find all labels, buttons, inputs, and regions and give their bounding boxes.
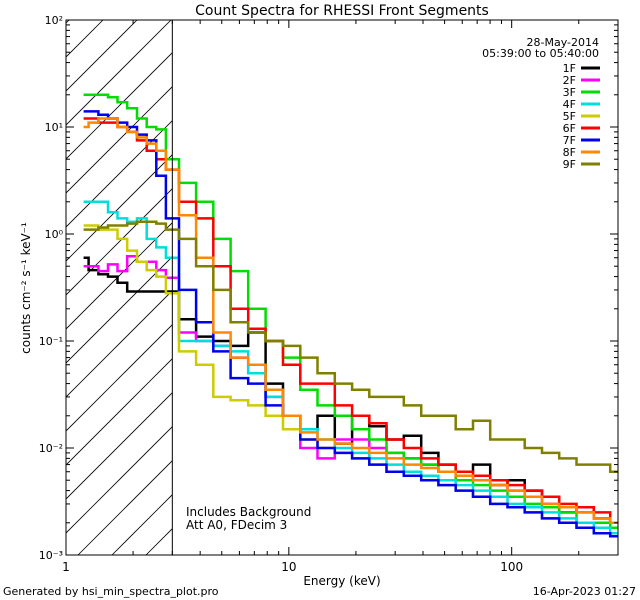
legend-label-9f: 9F xyxy=(563,158,576,171)
hatch-line xyxy=(66,20,172,126)
series-9f-line xyxy=(83,220,618,473)
series-3f-line xyxy=(83,93,618,529)
x-tick-label: 100 xyxy=(500,560,523,574)
plot-frame xyxy=(65,19,619,556)
date-label: 28-May-2014 xyxy=(527,36,599,49)
series-8f-line xyxy=(83,117,618,525)
annotation-background: Includes Background xyxy=(186,505,311,519)
y-tick-label: 10⁻³ xyxy=(39,549,63,562)
y-tick-label: 10² xyxy=(45,14,63,27)
hatch-line xyxy=(66,20,104,58)
legend-label-1f: 1F xyxy=(563,62,576,75)
y-axis-label: counts cm⁻² s⁻¹ keV⁻¹ xyxy=(19,222,33,354)
y-tick-label: 10⁰ xyxy=(45,228,64,241)
hatch-line xyxy=(66,426,173,534)
legend-label-6f: 6F xyxy=(563,122,576,135)
legend-label-4f: 4F xyxy=(563,98,576,111)
hatch-line xyxy=(66,52,173,160)
x-tick-label: 1 xyxy=(62,560,70,574)
legend-label-5f: 5F xyxy=(563,110,576,123)
hatched-region xyxy=(0,0,173,555)
annotation-attenuator: Att A0, FDecim 3 xyxy=(186,518,287,532)
hatch-line xyxy=(66,392,173,500)
hatch-line xyxy=(111,494,173,555)
series-7f-line xyxy=(83,110,618,538)
hatch-line xyxy=(66,20,138,92)
legend-label-8f: 8F xyxy=(563,146,576,159)
timestamp-label: 16-Apr-2023 01:27 xyxy=(533,585,636,598)
y-tick-label: 10⁻² xyxy=(39,442,63,455)
generated-by-label: Generated by hsi_min_spectra_plot.pro xyxy=(3,585,219,598)
series-4f-line xyxy=(83,200,618,535)
y-tick-label: 10¹ xyxy=(45,121,63,134)
x-axis-label: Energy (keV) xyxy=(303,574,380,588)
hatch-line xyxy=(66,154,173,262)
series-group xyxy=(83,93,618,538)
y-tick-label: 10⁻¹ xyxy=(39,335,63,348)
axes: 1 10 100 10⁻³ 10⁻² 10⁻¹ 10⁰ 10¹ 10² xyxy=(39,14,619,574)
hatch-line xyxy=(66,290,173,398)
series-6f-line xyxy=(83,117,618,525)
chart-title: Count Spectra for RHESSI Front Segments xyxy=(195,3,489,19)
hatch-line xyxy=(66,222,173,330)
hatch-line xyxy=(66,358,173,466)
hatch-line xyxy=(66,188,173,296)
hatch-line xyxy=(0,0,100,555)
hatch-line xyxy=(0,0,66,555)
legend-label-3f: 3F xyxy=(563,86,576,99)
legend-label-7f: 7F xyxy=(563,134,576,147)
x-tick-label: 10 xyxy=(281,560,296,574)
time-range-label: 05:39:00 to 05:40:00 xyxy=(482,47,599,60)
legend-label-2f: 2F xyxy=(563,74,576,87)
